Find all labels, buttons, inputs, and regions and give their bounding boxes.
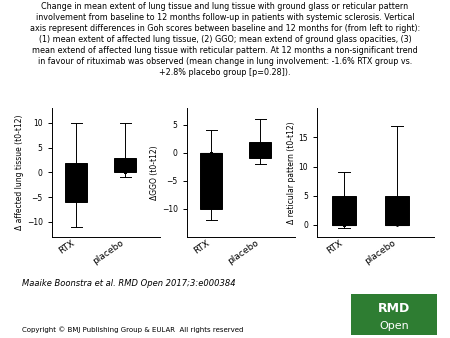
Text: Maaike Boonstra et al. RMD Open 2017;3:e000384: Maaike Boonstra et al. RMD Open 2017;3:e…	[22, 279, 236, 288]
Text: RMD: RMD	[378, 302, 410, 315]
PathPatch shape	[65, 163, 87, 202]
Text: Open: Open	[379, 321, 409, 331]
Y-axis label: ΔGGO (t0-t12): ΔGGO (t0-t12)	[150, 145, 159, 200]
PathPatch shape	[200, 153, 222, 209]
PathPatch shape	[249, 142, 271, 159]
Text: Copyright © BMJ Publishing Group & EULAR  All rights reserved: Copyright © BMJ Publishing Group & EULAR…	[22, 326, 244, 333]
PathPatch shape	[114, 158, 136, 172]
Y-axis label: Δ affected lung tissue (t0-t12): Δ affected lung tissue (t0-t12)	[15, 115, 24, 230]
PathPatch shape	[332, 196, 356, 225]
Text: Change in mean extent of lung tissue and lung tissue with ground glass or reticu: Change in mean extent of lung tissue and…	[30, 2, 420, 77]
PathPatch shape	[385, 196, 409, 225]
Y-axis label: Δ reticular pattern (t0-t12): Δ reticular pattern (t0-t12)	[287, 121, 296, 224]
